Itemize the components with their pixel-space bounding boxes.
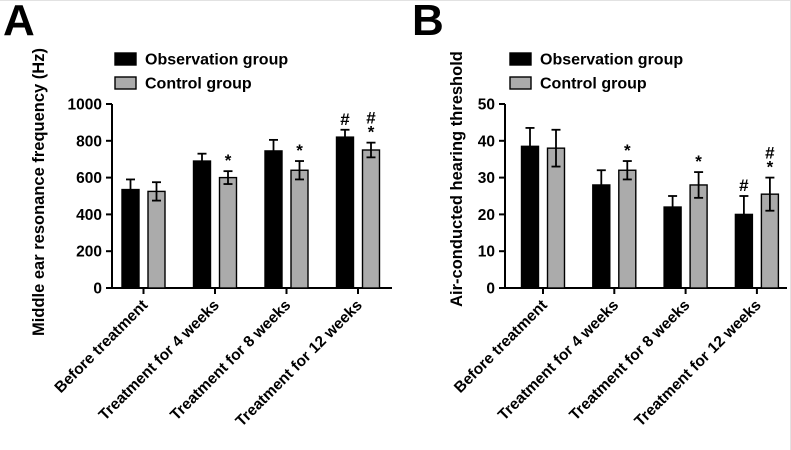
panel-b: B 0 10 20 30 40 50 Air-conducted hearing thres… <box>400 0 790 450</box>
legend-label: Observation group <box>145 52 288 69</box>
significance-asterisk: * <box>624 141 631 160</box>
bar-observation <box>121 188 140 289</box>
bar-control <box>546 147 566 289</box>
significance-asterisk: * <box>225 151 232 170</box>
significance-hash: # <box>340 110 350 129</box>
y-axis-title: Middle ear resonance frequency (Hz) <box>30 48 48 336</box>
x-category-label: Treatment for 12 weeks <box>233 297 366 430</box>
y-tick-label: 800 <box>76 133 102 150</box>
y-tick-label: 30 <box>478 170 495 187</box>
legend-label: Observation group <box>540 52 683 69</box>
y-tick-label: 600 <box>76 170 102 187</box>
x-category-label: Treatment for 8 weeks <box>167 297 294 424</box>
bar-control <box>361 149 381 289</box>
bar-control <box>689 184 708 289</box>
y-tick-label: 1000 <box>68 97 102 114</box>
y-tick-label: 20 <box>478 207 495 224</box>
y-tick-label: 200 <box>76 244 102 261</box>
y-tick-label: 40 <box>478 133 495 150</box>
x-category-label: Treatment for 8 weeks <box>566 297 693 424</box>
x-category-label: Treatment for 4 weeks <box>96 297 223 424</box>
y-tick-label: 400 <box>76 207 102 224</box>
significance-hash: # <box>739 176 749 195</box>
significance-hash: # <box>765 144 775 163</box>
legend-label: Control group <box>145 76 252 93</box>
y-tick-label: 50 <box>478 97 495 114</box>
panel-a-label: A <box>3 0 35 45</box>
bar-observation <box>335 136 355 289</box>
significance-asterisk: * <box>296 141 303 160</box>
chart-b: 0 10 20 30 40 50 Air-conducted hearing thresho… <box>448 51 787 430</box>
legend-swatch-control <box>509 76 532 90</box>
panel-a: A 0 200 400 600 800 1000 Middle ear resonance … <box>0 1 400 450</box>
x-category-label: Treatment for 12 weeks <box>631 297 764 430</box>
significance-asterisk: * <box>368 123 375 142</box>
panel-b-label: B <box>412 0 444 45</box>
y-tick-label: 10 <box>478 244 495 261</box>
bar-control <box>147 190 166 289</box>
legend-swatch-observation <box>114 52 137 66</box>
y-tick-label: 0 <box>93 281 102 298</box>
chart-a: 0 200 400 600 800 1000 Middle ear resonance fr… <box>30 48 392 430</box>
bar-control <box>218 176 238 289</box>
significance-asterisk: * <box>767 158 774 177</box>
bar-observation <box>663 206 682 289</box>
legend-swatch-observation <box>509 52 532 66</box>
y-axis-title: Air-conducted hearing threshold <box>448 51 466 307</box>
x-category-label: Treatment for 4 weeks <box>495 297 622 424</box>
bar-observation <box>264 150 283 289</box>
y-tick-label: 0 <box>486 281 495 298</box>
significance-asterisk: * <box>695 152 702 171</box>
bar-control <box>290 169 309 289</box>
legend-label: Control group <box>540 76 647 93</box>
significance-hash: # <box>366 109 376 128</box>
bar-control <box>618 169 637 289</box>
legend-swatch-control <box>114 76 137 90</box>
bar-observation <box>520 145 540 289</box>
bar-observation <box>192 160 212 289</box>
